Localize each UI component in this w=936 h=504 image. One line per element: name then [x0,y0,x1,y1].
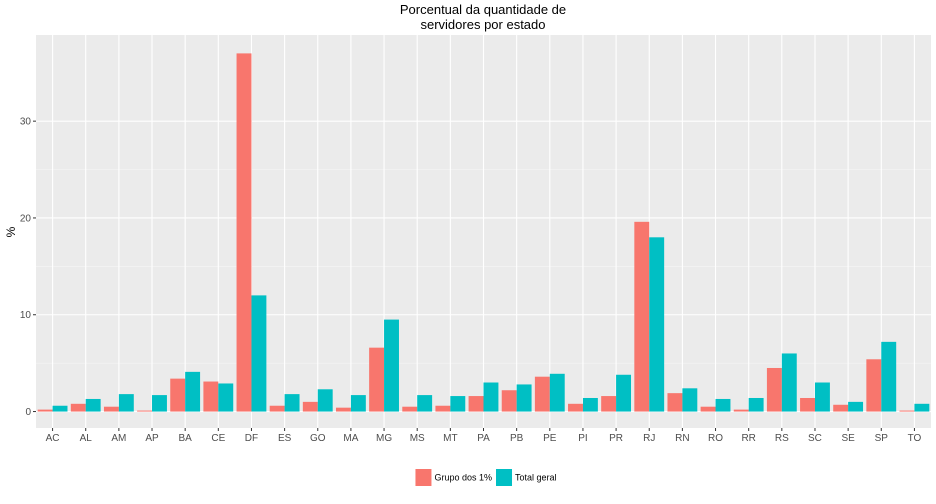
bar-total-go [317,389,333,412]
x-tick-label-ce: CE [211,433,225,444]
bar-grupo-mt [435,405,451,412]
x-tick-label-am: AM [111,433,126,444]
x-tick-label-se: SE [841,433,855,444]
bar-grupo-go [302,401,318,412]
bar-total-al [85,398,101,412]
bar-grupo-rn [667,393,683,412]
bar-grupo-sp [866,359,882,412]
bar-total-se [848,401,864,412]
x-tick-label-ba: BA [178,433,192,444]
bar-grupo-se [833,404,849,412]
bar-grupo-pr [601,396,617,412]
bar-total-df [251,295,267,412]
bars [37,53,930,412]
x-tick-label-pi: PI [578,433,587,444]
bar-grupo-pi [568,403,583,412]
x-tick-label-sc: SC [808,433,822,444]
bar-grupo-rj [634,221,650,412]
x-tick-label-mt: MT [443,433,457,444]
legend-key-total [496,469,513,486]
bar-total-pr [616,374,632,412]
bar-grupo-ms [402,406,418,412]
bar-total-sc [814,382,830,412]
bar-grupo-ce [203,381,219,412]
bar-total-mg [384,319,399,412]
bar-grupo-ro [700,406,716,412]
bar-total-ma [350,395,366,412]
x-tick-label-pr: PR [609,433,623,444]
bar-total-rr [748,397,764,412]
x-tick-label-df: DF [245,433,258,444]
x-axis: AC AL AM AP BA CE DF ES GO MA MG MS MT PA PB PE PI PR RJ RN… [46,428,922,444]
bar-grupo-pb [501,390,517,412]
chart-title-line-2: servidores por estado [420,17,545,32]
x-tick-label-es: ES [278,433,292,444]
x-tick-label-to: TO [908,433,922,444]
bar-grupo-ma [335,407,351,412]
bar-total-es [284,394,300,412]
x-tick-label-mg: MG [376,433,392,444]
bar-grupo-pa [468,396,484,412]
chart-title-line-1: Porcentual da quantidade de [400,2,566,17]
bar-grupo-ap [137,410,153,412]
x-tick-label-pe: PE [543,433,557,444]
x-tick-label-go: GO [310,433,326,444]
chart-title: Porcentual da quantidade de servidores p… [400,2,566,32]
bar-total-pa [483,382,499,412]
x-tick-label-ma: MA [343,433,358,444]
x-tick-label-pb: PB [510,433,524,444]
legend-label-grupo: Grupo dos 1% [434,473,492,483]
x-tick-label-pa: PA [477,433,490,444]
bar-grupo-es [269,405,285,412]
bar-grupo-to [899,410,915,412]
bar-grupo-mg [369,347,385,412]
bar-total-pi [582,397,598,412]
legend-key-grupo [415,469,432,486]
y-axis: 0 10 20 30 [20,117,36,418]
bar-total-ce [218,383,234,412]
x-tick-label-ro: RO [708,433,723,444]
x-tick-label-al: AL [80,433,93,444]
bar-grupo-ac [37,409,53,412]
bar-total-rn [682,388,698,412]
bar-total-mt [450,396,466,412]
x-tick-label-ms: MS [410,433,425,444]
bar-grupo-rs [766,367,782,412]
bar-total-ac [52,405,68,412]
bar-total-ap [152,395,167,412]
y-tick-label: 10 [20,310,32,321]
x-tick-label-rs: RS [775,433,789,444]
bar-grupo-rr [733,409,749,412]
bar-grupo-sc [800,397,815,412]
bar-total-ro [715,398,731,412]
y-tick-label: 30 [20,117,32,128]
bar-total-am [118,394,134,412]
bar-total-pb [516,384,532,412]
x-tick-label-sp: SP [875,433,889,444]
bar-total-rs [781,353,797,412]
x-tick-label-rr: RR [741,433,755,444]
bar-total-rj [649,237,665,412]
x-tick-label-ac: AC [46,433,60,444]
bar-grupo-al [70,403,86,412]
legend: Grupo dos 1% Total geral [415,469,557,486]
bar-total-to [914,403,930,412]
y-axis-label: % [4,226,18,237]
bar-total-sp [881,341,897,412]
legend-label-total: Total geral [515,473,557,483]
bar-grupo-pe [534,376,550,412]
y-tick-label: 20 [20,213,32,224]
x-tick-label-ap: AP [145,433,159,444]
x-tick-label-rn: RN [675,433,689,444]
x-tick-label-rj: RJ [643,433,655,444]
bar-total-ms [417,395,433,412]
bar-total-ba [185,371,201,412]
bar-grupo-df [236,53,252,412]
bar-total-pe [549,373,565,412]
y-tick-label: 0 [25,407,31,418]
bar-grupo-ba [170,378,186,412]
bar-grupo-am [103,406,119,412]
